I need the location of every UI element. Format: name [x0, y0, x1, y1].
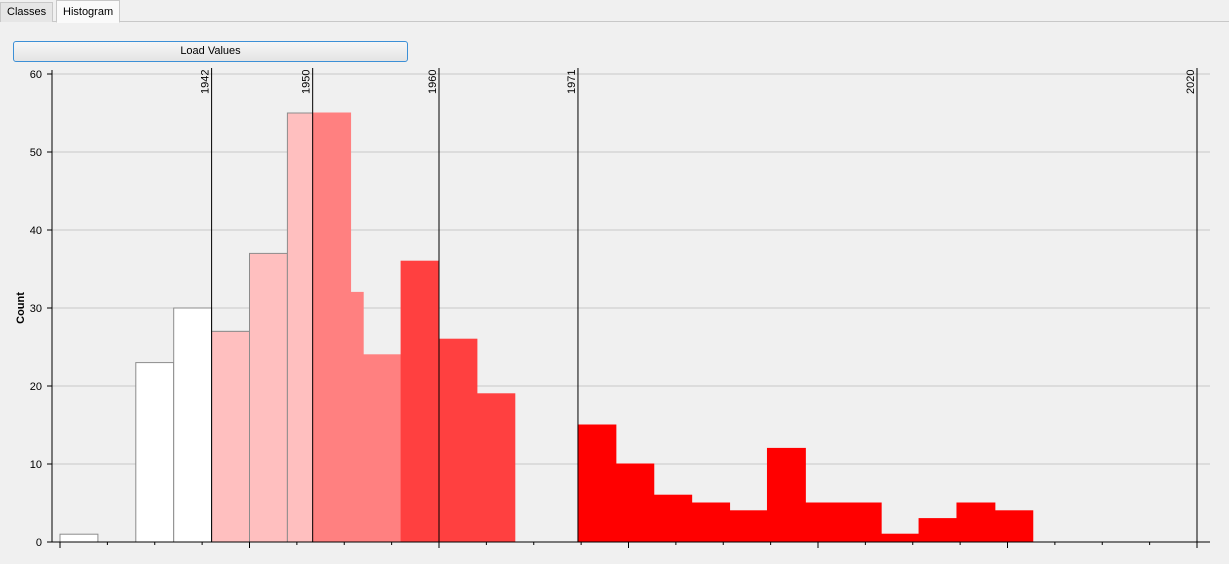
- histogram-bar: [653, 494, 693, 543]
- y-tick-label: 20: [30, 381, 42, 393]
- histogram-bar: [438, 338, 478, 543]
- histogram-bar: [766, 447, 806, 543]
- histogram-bar: [880, 533, 920, 543]
- y-tick-label: 40: [30, 225, 42, 237]
- histogram-bar: [59, 533, 99, 543]
- y-tick-label: 60: [30, 69, 42, 81]
- class-break-label: 1942: [200, 70, 212, 94]
- histogram-bar: [173, 307, 213, 543]
- histogram-bar: [956, 502, 996, 543]
- tab-histogram[interactable]: Histogram: [56, 0, 121, 23]
- histogram-bar: [211, 330, 251, 543]
- y-axis-title: Count: [15, 292, 27, 324]
- histogram-bar: [476, 393, 516, 543]
- histogram-bar: [249, 252, 288, 543]
- histogram-bar: [577, 424, 617, 543]
- y-tick-label: 10: [30, 459, 42, 471]
- load-values-button[interactable]: Load Values: [13, 41, 408, 62]
- class-break-label: 1971: [566, 70, 578, 94]
- tab-classes[interactable]: Classes: [0, 2, 54, 22]
- histogram-bar: [994, 510, 1034, 543]
- histogram-bar: [729, 510, 768, 543]
- tab-bar: Classes Histogram: [0, 0, 1229, 23]
- y-tick-label: 50: [30, 147, 42, 159]
- histogram-bar: [842, 502, 882, 543]
- histogram-chart: 0 10 20 30 40 50 60 Count 1942 1950 1960 1971 2020: [15, 68, 1210, 549]
- class-break-label: 1950: [301, 70, 313, 94]
- histogram-bar: [135, 362, 175, 543]
- class-break-label: 2020: [1185, 70, 1197, 94]
- histogram-bar: [615, 463, 655, 543]
- histogram-bar: [804, 502, 844, 543]
- histogram-bar: [362, 354, 402, 543]
- histogram-bar: [324, 291, 364, 543]
- histogram-bar: [400, 260, 440, 543]
- y-tick-label: 30: [30, 303, 42, 315]
- y-tick-label: 0: [36, 537, 42, 549]
- histogram-bar: [691, 502, 731, 543]
- class-break-label: 1960: [427, 70, 439, 94]
- histogram-bar: [918, 518, 958, 543]
